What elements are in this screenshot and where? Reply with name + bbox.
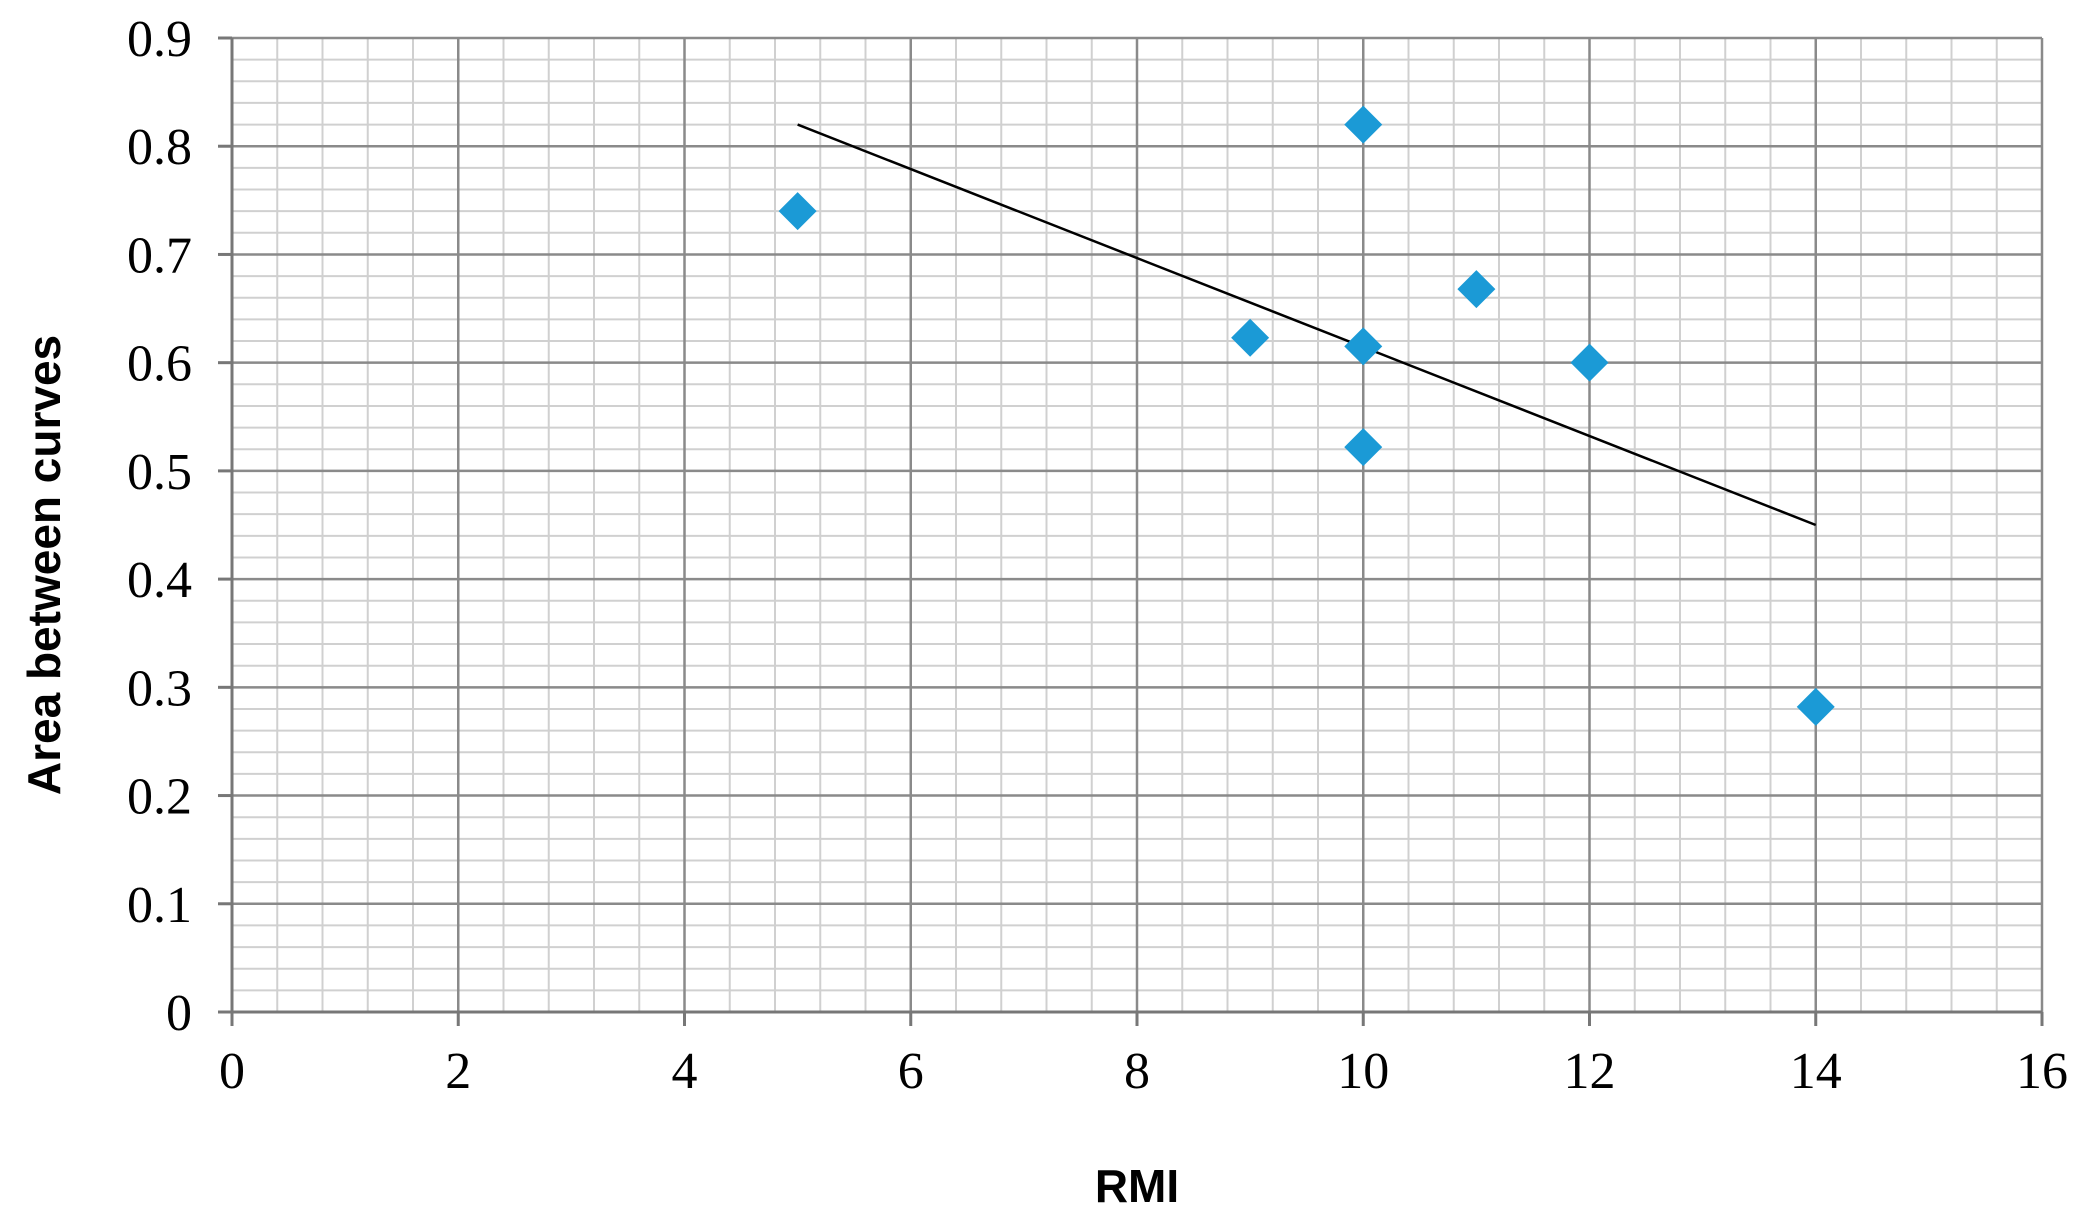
x-tick-label: 14	[1790, 1043, 1842, 1100]
data-point	[1457, 270, 1496, 309]
data-point	[1570, 343, 1609, 382]
y-tick-label: 0.3	[127, 660, 192, 717]
axes	[218, 36, 2044, 1026]
trendline	[797, 123, 1817, 527]
x-tick-label: 4	[672, 1043, 698, 1100]
x-tick-label: 6	[898, 1043, 924, 1100]
data-point	[1344, 327, 1383, 366]
y-tick-label: 0	[166, 985, 192, 1042]
x-tick-label: 16	[2016, 1043, 2068, 1100]
x-tick-label: 12	[1564, 1043, 1616, 1100]
y-tick-label: 0.4	[127, 552, 192, 609]
data-point	[1796, 687, 1835, 726]
x-tick-label: 10	[1337, 1043, 1389, 1100]
y-tick-label: 0.2	[127, 769, 192, 826]
data-point	[1231, 318, 1270, 357]
data-point	[1344, 428, 1383, 467]
y-tick-label: 0.9	[127, 11, 192, 68]
x-tick-label: 2	[445, 1043, 471, 1100]
x-tick-label: 8	[1124, 1043, 1150, 1100]
y-tick-label: 0.6	[127, 336, 192, 393]
y-axis-title: Area between curves	[18, 335, 70, 795]
trendline-layer	[797, 123, 1817, 527]
y-tick-label: 0.5	[127, 444, 192, 501]
y-tick-label: 0.1	[127, 877, 192, 934]
x-axis-title: RMI	[1095, 1160, 1179, 1212]
data-point	[1344, 105, 1383, 144]
y-tick-label: 0.8	[127, 119, 192, 176]
data-point	[778, 192, 817, 231]
y-tick-label: 0.7	[127, 227, 192, 284]
x-tick-label: 0	[219, 1043, 245, 1100]
tick-labels: 0 2 4 6 8 10 12 14 16 0 0.1 0.2 0.3 0.4 0.5 0.6 0.7 0.8 0.…	[127, 11, 2068, 1100]
data-points	[778, 105, 1835, 726]
